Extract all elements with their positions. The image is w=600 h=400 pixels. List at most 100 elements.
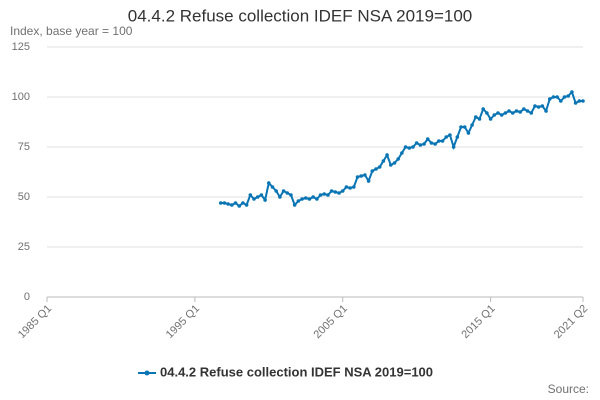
point xyxy=(266,181,271,185)
chart-title: 04.4.2 Refuse collection IDEF NSA 2019=1… xyxy=(128,6,472,25)
point xyxy=(303,196,308,200)
point xyxy=(525,109,530,113)
point xyxy=(559,99,563,103)
point xyxy=(348,186,352,190)
point xyxy=(311,195,315,199)
point xyxy=(274,189,278,193)
point xyxy=(481,107,485,111)
point xyxy=(533,104,537,108)
point xyxy=(270,185,275,189)
point xyxy=(363,173,367,177)
y-tick-label: 125 xyxy=(12,41,30,53)
point xyxy=(318,193,323,197)
point xyxy=(547,97,552,101)
y-tick-label: 75 xyxy=(18,141,30,153)
point xyxy=(507,109,511,113)
point xyxy=(289,193,293,197)
y-tick-label: 25 xyxy=(18,241,30,253)
point xyxy=(562,95,567,99)
point xyxy=(418,143,423,147)
point xyxy=(440,139,445,143)
x-tick-label: 1985 Q1 xyxy=(16,303,54,341)
point xyxy=(388,163,393,167)
point xyxy=(326,193,330,197)
source-note: Source: xyxy=(548,382,589,396)
point xyxy=(451,145,456,149)
point xyxy=(281,189,286,193)
point xyxy=(255,195,260,199)
point xyxy=(322,192,327,196)
point xyxy=(566,94,571,98)
point xyxy=(296,199,301,203)
y-tick-label: 50 xyxy=(18,191,30,203)
point xyxy=(344,185,349,189)
point xyxy=(522,107,526,111)
point xyxy=(536,105,541,109)
point xyxy=(555,95,559,99)
point xyxy=(329,189,334,193)
point xyxy=(433,142,437,146)
point xyxy=(485,111,489,115)
point xyxy=(510,111,515,115)
point xyxy=(499,113,504,117)
legend-label: 04.4.2 Refuse collection IDEF NSA 2019=1… xyxy=(160,364,433,379)
point xyxy=(307,197,312,201)
point xyxy=(570,90,574,94)
point xyxy=(292,203,297,207)
point xyxy=(244,203,249,207)
point xyxy=(333,190,338,194)
point xyxy=(370,169,375,173)
point xyxy=(518,110,522,114)
point xyxy=(455,135,460,139)
point xyxy=(437,139,441,143)
point xyxy=(377,165,382,169)
point xyxy=(414,141,419,145)
point xyxy=(448,133,452,137)
point xyxy=(425,137,430,141)
point xyxy=(315,197,319,201)
x-tick-label: 2015 Q1 xyxy=(459,303,497,341)
point xyxy=(285,191,290,195)
point xyxy=(218,201,223,205)
point xyxy=(337,191,341,195)
point xyxy=(429,141,434,145)
point xyxy=(400,151,404,155)
point xyxy=(263,198,267,202)
point xyxy=(470,123,474,127)
point xyxy=(226,202,230,206)
point xyxy=(474,115,478,119)
point xyxy=(396,157,400,161)
point xyxy=(392,161,397,165)
point xyxy=(403,145,408,149)
chart-subtitle: Index, base year = 100 xyxy=(10,24,133,38)
point xyxy=(252,197,256,201)
point xyxy=(278,195,282,199)
point xyxy=(237,204,242,208)
point xyxy=(359,174,364,178)
point xyxy=(496,111,500,115)
point xyxy=(366,179,371,183)
y-tick-label: 100 xyxy=(12,91,30,103)
point xyxy=(462,125,467,129)
point xyxy=(340,189,345,193)
point xyxy=(241,201,245,205)
x-tick-label: 2005 Q1 xyxy=(312,303,350,341)
legend-marker xyxy=(144,370,150,376)
point xyxy=(540,104,545,108)
point xyxy=(381,159,386,163)
point xyxy=(551,95,556,99)
point xyxy=(259,193,264,197)
series-line xyxy=(220,90,583,208)
point xyxy=(488,117,493,121)
point xyxy=(444,135,449,139)
point xyxy=(466,131,471,135)
x-tick-label: 2021 Q2 xyxy=(552,303,590,341)
point xyxy=(233,201,238,205)
point xyxy=(248,193,253,197)
point xyxy=(477,117,482,121)
y-tick-label: 0 xyxy=(24,291,30,303)
point xyxy=(230,203,234,207)
point xyxy=(573,101,578,105)
point xyxy=(422,142,426,146)
